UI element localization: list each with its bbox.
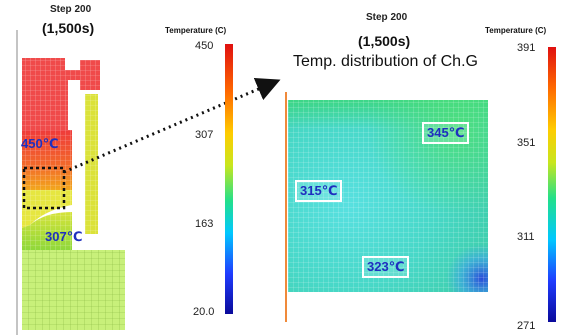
- right-colorbar-tick-min: 271: [517, 320, 536, 332]
- left-colorbar-tick-min: 20.0: [193, 306, 215, 318]
- left-fem-model: [16, 30, 125, 335]
- right-annotation-345: 345℃: [422, 122, 470, 144]
- right-colorbar-tick-2: 351: [517, 137, 536, 149]
- left-time-label: (1,500s): [42, 20, 95, 36]
- right-step-label: Step 200: [366, 12, 408, 23]
- right-caption: Temp. distribution of Ch.G: [293, 53, 478, 70]
- left-colorbar-tick-max: 450: [195, 40, 214, 52]
- right-colorbar-tick-3: 311: [517, 231, 535, 243]
- right-annotation-315: 315℃: [295, 180, 343, 202]
- left-colorbar-tick-2: 307: [195, 129, 214, 141]
- right-time-label: (1,500s): [358, 33, 411, 49]
- left-annotation-450: 450℃: [21, 136, 59, 151]
- channel-g-selection-box: [22, 166, 66, 210]
- right-colorbar-title: Temperature (C): [485, 26, 547, 35]
- right-annotation-323: 323℃: [362, 256, 410, 278]
- left-annotation-307: 307℃: [45, 229, 83, 244]
- right-fem-model: [285, 92, 488, 322]
- right-colorbar-tick-max: 391: [517, 42, 536, 54]
- left-colorbar-tick-3: 163: [195, 218, 214, 230]
- right-colorbar: [548, 47, 556, 322]
- left-step-label: Step 200: [50, 4, 92, 15]
- left-colorbar-title: Temperature (C): [165, 26, 227, 35]
- left-colorbar: [225, 44, 233, 314]
